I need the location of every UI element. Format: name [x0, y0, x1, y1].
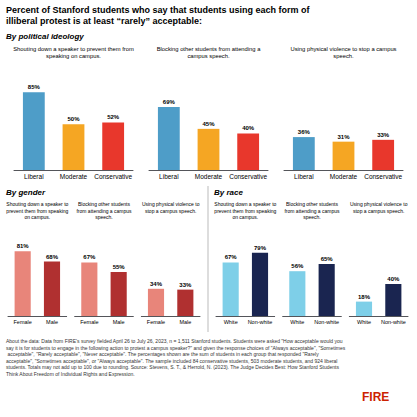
svg-text:Blocking other students: Blocking other students [78, 201, 130, 207]
svg-text:40%: 40% [387, 276, 400, 282]
svg-text:stop a campus speech.: stop a campus speech. [145, 208, 196, 214]
svg-text:Female: Female [80, 319, 98, 325]
svg-text:Female: Female [13, 319, 31, 325]
svg-text:50%: 50% [67, 116, 80, 122]
svg-text:Non-white: Non-white [248, 319, 273, 325]
svg-text:Male: Male [46, 319, 58, 325]
svg-text:67%: 67% [83, 254, 96, 260]
svg-text:prevent them from speaking: prevent them from speaking [6, 208, 68, 214]
svg-text:45%: 45% [202, 121, 215, 127]
svg-text:Moderate: Moderate [195, 173, 223, 180]
svg-text:About the data: Data from FIRE: About the data: Data from FIRE's survey … [6, 338, 344, 344]
svg-text:68%: 68% [46, 254, 59, 260]
svg-text:acceptable", "Rarely acceptabl: acceptable", "Rarely acceptable", "Never… [6, 351, 320, 357]
svg-text:79%: 79% [254, 245, 267, 251]
svg-text:52%: 52% [107, 114, 120, 120]
svg-text:Using physical violence to: Using physical violence to [350, 201, 408, 207]
svg-text:40%: 40% [242, 125, 255, 131]
svg-text:By race: By race [214, 188, 243, 197]
svg-text:from attending a campus: from attending a campus [76, 208, 132, 214]
svg-text:Conservative: Conservative [94, 173, 132, 180]
svg-text:on campus.: on campus. [24, 214, 50, 220]
svg-text:White: White [357, 319, 371, 325]
svg-text:55%: 55% [113, 264, 126, 270]
svg-text:Shouting down a speaker to: Shouting down a speaker to [6, 201, 68, 207]
svg-text:speech.: speech. [95, 214, 113, 220]
svg-text:speech.: speech. [303, 214, 321, 220]
svg-text:Non-white: Non-white [314, 319, 339, 325]
svg-text:Liberal: Liberal [24, 173, 44, 180]
svg-text:56%: 56% [291, 263, 304, 269]
svg-text:stop a campus speech.: stop a campus speech. [353, 208, 404, 214]
svg-text:Conservative: Conservative [229, 173, 267, 180]
svg-text:Think About Freedom of Individ: Think About Freedom of Individual Rights… [6, 371, 135, 377]
svg-text:Moderate: Moderate [60, 173, 88, 180]
svg-text:speaking on campus.: speaking on campus. [46, 53, 101, 59]
svg-text:85%: 85% [28, 84, 41, 90]
svg-text:White: White [290, 319, 304, 325]
svg-text:from attending a campus: from attending a campus [284, 208, 340, 214]
svg-text:33%: 33% [179, 282, 192, 288]
svg-text:Using physical violence to: Using physical violence to [142, 201, 200, 207]
svg-text:Liberal: Liberal [294, 173, 314, 180]
svg-text:31%: 31% [337, 134, 350, 140]
svg-text:33%: 33% [377, 132, 390, 138]
svg-text:Female: Female [147, 319, 165, 325]
svg-text:65%: 65% [321, 256, 334, 262]
svg-text:illiberal protest is at least: illiberal protest is at least “rarely” a… [6, 16, 202, 26]
svg-text:Shouting down a speaker to: Shouting down a speaker to [214, 201, 276, 207]
svg-text:Conservative: Conservative [364, 173, 402, 180]
svg-text:36%: 36% [298, 129, 311, 135]
svg-text:81%: 81% [17, 243, 30, 249]
svg-text:67%: 67% [225, 254, 238, 260]
svg-text:acceptable", "Sometimes accept: acceptable", "Sometimes acceptable", or … [6, 358, 339, 364]
svg-text:say it is for students to enga: say it is for students to engage in the … [6, 345, 346, 351]
svg-text:Blocking other students: Blocking other students [286, 201, 338, 207]
svg-text:Moderate: Moderate [330, 173, 358, 180]
svg-text:69%: 69% [163, 99, 176, 105]
svg-text:Male: Male [113, 319, 125, 325]
svg-text:Male: Male [179, 319, 191, 325]
svg-text:Percent of Stanford students w: Percent of Stanford students who say tha… [6, 5, 311, 15]
svg-text:By political ideology: By political ideology [6, 32, 84, 41]
svg-text:Shouting down a speaker to pre: Shouting down a speaker to prevent them … [13, 46, 134, 52]
svg-text:White: White [224, 319, 238, 325]
svg-text:FIRE: FIRE [362, 390, 389, 404]
svg-text:on campus.: on campus. [232, 214, 258, 220]
svg-text:Blocking other students from a: Blocking other students from attending a [157, 46, 262, 52]
svg-text:34%: 34% [150, 281, 163, 287]
svg-text:students. Totals may not add u: students. Totals may not add up to 100 d… [6, 364, 340, 370]
svg-text:Using physical violence to sto: Using physical violence to stop a campus [290, 46, 396, 52]
svg-text:Liberal: Liberal [159, 173, 179, 180]
svg-text:campus speech.: campus speech. [187, 53, 230, 59]
svg-text:prevent them from speaking: prevent them from speaking [214, 208, 276, 214]
svg-text:speech.: speech. [333, 53, 354, 59]
svg-text:By gender: By gender [6, 188, 46, 197]
svg-text:18%: 18% [358, 294, 371, 300]
svg-text:Non-white: Non-white [381, 319, 406, 325]
